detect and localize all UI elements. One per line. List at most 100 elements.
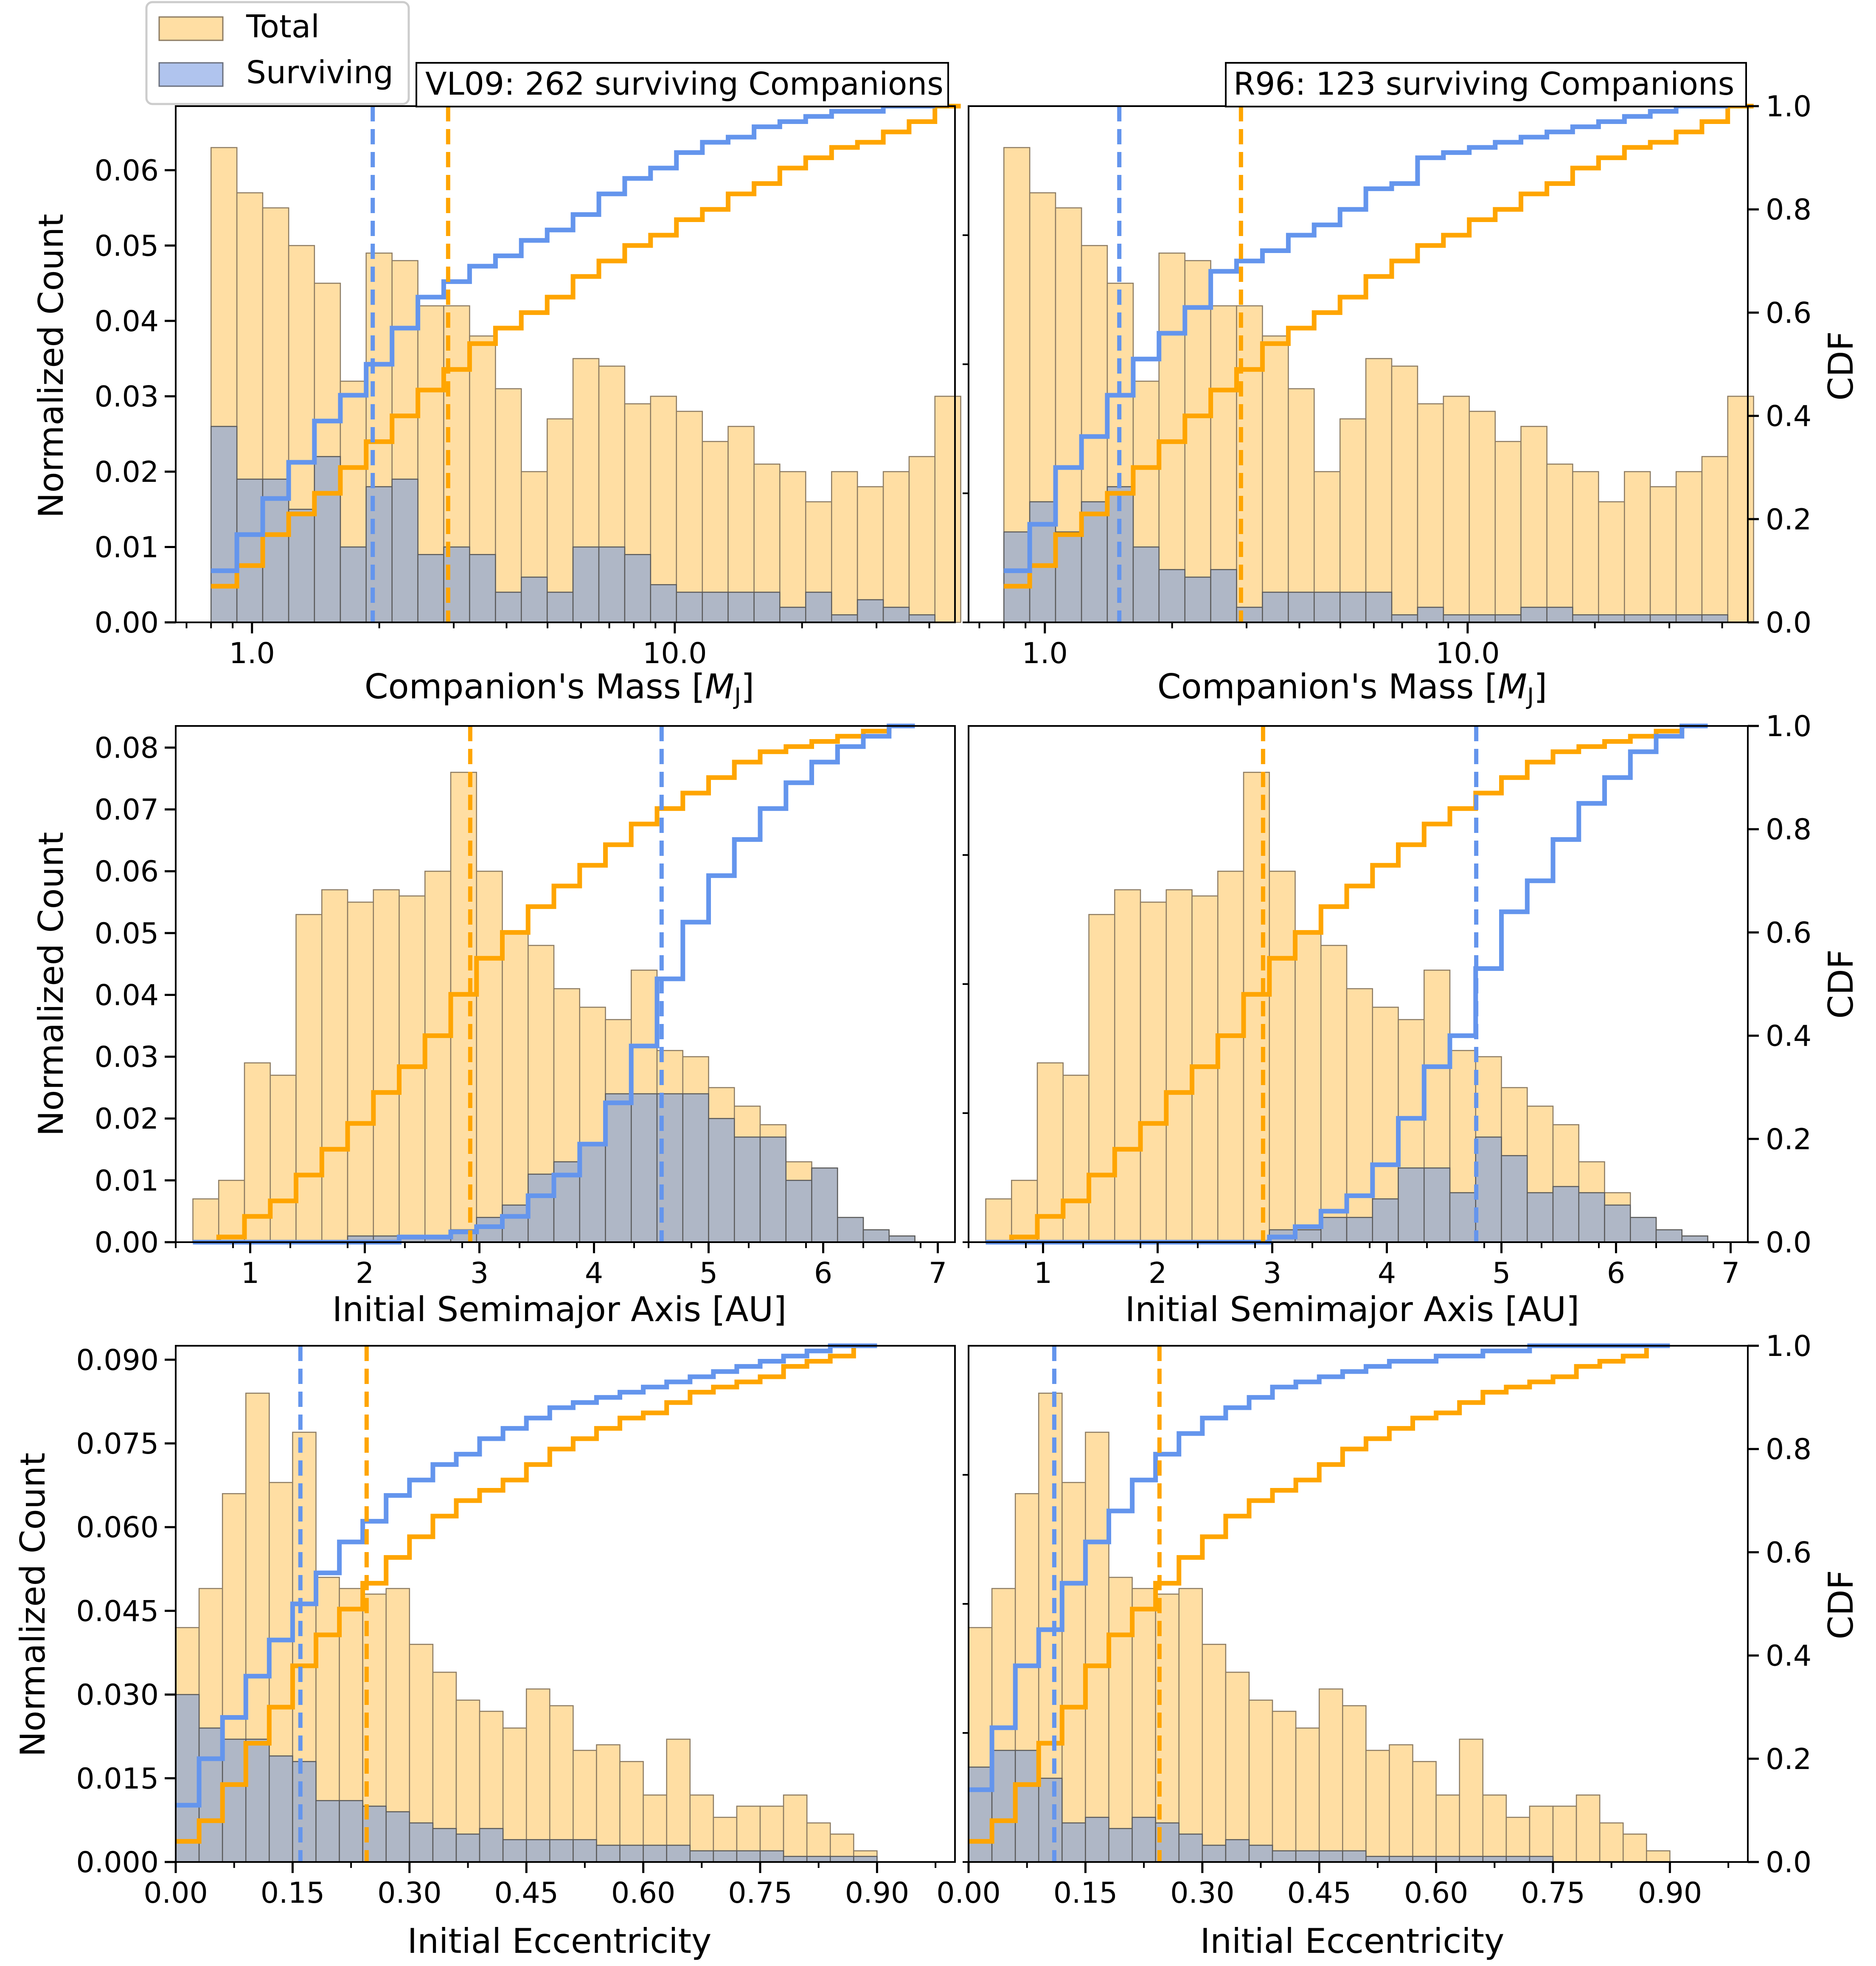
bar-total [495, 388, 522, 623]
cdf-line-total [211, 104, 961, 589]
bar-surviving [991, 1749, 1016, 1863]
y-tick-label: 0.07 [95, 793, 159, 827]
bar-surviving [262, 478, 289, 623]
x-tick-label: 0.45 [494, 1876, 558, 1910]
bar-total [1646, 1850, 1671, 1863]
bar-total [549, 1705, 574, 1863]
legend-label-surviving: Surviving [246, 54, 393, 91]
bar-total [1295, 932, 1322, 1243]
bar-surviving [624, 554, 652, 623]
bar-total [1624, 471, 1651, 623]
bar-total [1435, 1794, 1460, 1863]
bar-total [1727, 396, 1754, 623]
y-tick-label: 0.03 [95, 1041, 159, 1074]
bar-surviving [476, 1217, 503, 1243]
bar-total [1088, 914, 1115, 1243]
bar-surviving [1527, 1192, 1554, 1243]
bar-total [321, 889, 348, 1243]
y2-tick-label: 0.2 [1766, 1123, 1811, 1156]
y-tick-label: 0.030 [76, 1679, 159, 1712]
y2-tick-label: 0.6 [1766, 1536, 1811, 1569]
bar-surviving [245, 1738, 270, 1863]
bar-surviving [753, 591, 781, 623]
cdf-line-surviving [211, 104, 935, 573]
bar-surviving [1178, 1834, 1203, 1863]
bar-total [1443, 396, 1470, 623]
panels: 1.0 10.00.000.010.020.030.040.050.061.0 10… [76, 90, 1811, 1910]
bar-surviving [1552, 1186, 1579, 1243]
x-tick-label: 7 [929, 1257, 947, 1290]
bar-total [1217, 870, 1244, 1243]
bar-surviving [708, 1118, 735, 1243]
bar-total [1576, 1794, 1601, 1863]
x-tick-label: 2 [356, 1257, 374, 1290]
cdf-line-total [193, 723, 915, 1245]
y-tick-label: 0.05 [95, 229, 159, 263]
bar-total [882, 471, 910, 623]
x-tick-label: 4 [1378, 1257, 1396, 1290]
bar-surviving [573, 1839, 597, 1863]
x-tick-label: 6 [1607, 1257, 1625, 1290]
bar-total [1505, 1817, 1531, 1863]
y-tick-label: 0.01 [95, 1164, 159, 1198]
bar-surviving [779, 607, 806, 623]
bar-total [1494, 441, 1522, 623]
bar-surviving [1295, 1850, 1320, 1863]
bar-surviving [727, 591, 755, 623]
bar-total [1062, 1482, 1086, 1863]
bar-surviving [292, 1761, 317, 1863]
y2-tick-label: 0.4 [1766, 1020, 1811, 1053]
bar-surviving [908, 614, 935, 623]
bar-surviving [1210, 569, 1237, 623]
y2-tick-label: 0.2 [1766, 1743, 1811, 1776]
y2-tick-label: 0.8 [1766, 813, 1811, 847]
bar-surviving [689, 1850, 714, 1863]
bar-surviving [210, 426, 238, 623]
bar-surviving [1062, 1822, 1086, 1863]
bar-surviving [1578, 1192, 1605, 1243]
bar-surviving [759, 1136, 786, 1243]
y-tick-label: 0.075 [76, 1427, 159, 1461]
cdf-line-total [986, 723, 1708, 1245]
xlabel-ecc-r96: Initial Eccentricity [1200, 1921, 1505, 1961]
bar-total [779, 471, 806, 623]
x-tick-label: 0.15 [1053, 1876, 1118, 1910]
bar-surviving [1494, 614, 1522, 623]
bar-surviving [1132, 1817, 1156, 1863]
bar-surviving [315, 1800, 340, 1863]
ylabel-left-row3: Normalized Count [13, 1453, 53, 1757]
bar-total [1114, 889, 1141, 1243]
bar-surviving [1184, 577, 1211, 623]
bar-surviving [1346, 1217, 1373, 1243]
bar-surviving [598, 546, 626, 623]
title-r96: R96: 123 surviving Companions [1233, 66, 1734, 102]
bar-surviving [831, 614, 858, 623]
y-tick-label: 0.03 [95, 380, 159, 413]
bar-total [1320, 945, 1348, 1243]
bar-surviving [528, 1173, 555, 1243]
bar-surviving [1598, 614, 1625, 623]
x-tick-label: 0.60 [1404, 1876, 1468, 1910]
bar-surviving [857, 599, 884, 623]
x-tick-label: 0.75 [728, 1876, 792, 1910]
x-tick-label: 6 [814, 1257, 832, 1290]
y-tick-label: 0.04 [95, 979, 159, 1012]
xlabel-ecc-vl09: Initial Eccentricity [407, 1921, 712, 1961]
cdf-line-surviving [176, 1343, 877, 1808]
bar-total [1469, 411, 1496, 623]
bar-total [1342, 1705, 1367, 1863]
bar-total [244, 1062, 271, 1243]
y-tick-label: 0.00 [95, 606, 159, 640]
bar-total [1140, 901, 1167, 1243]
bar-surviving [443, 546, 470, 623]
bar-surviving [1014, 1749, 1039, 1863]
bar-surviving [417, 554, 444, 623]
bar-total [1572, 471, 1599, 623]
bar-surviving [1398, 1167, 1425, 1243]
bar-surviving [1417, 607, 1444, 623]
bar-surviving [469, 554, 496, 623]
legend-swatch-total [158, 16, 224, 41]
bar-total [1552, 1806, 1577, 1863]
bar-surviving [579, 1142, 606, 1243]
